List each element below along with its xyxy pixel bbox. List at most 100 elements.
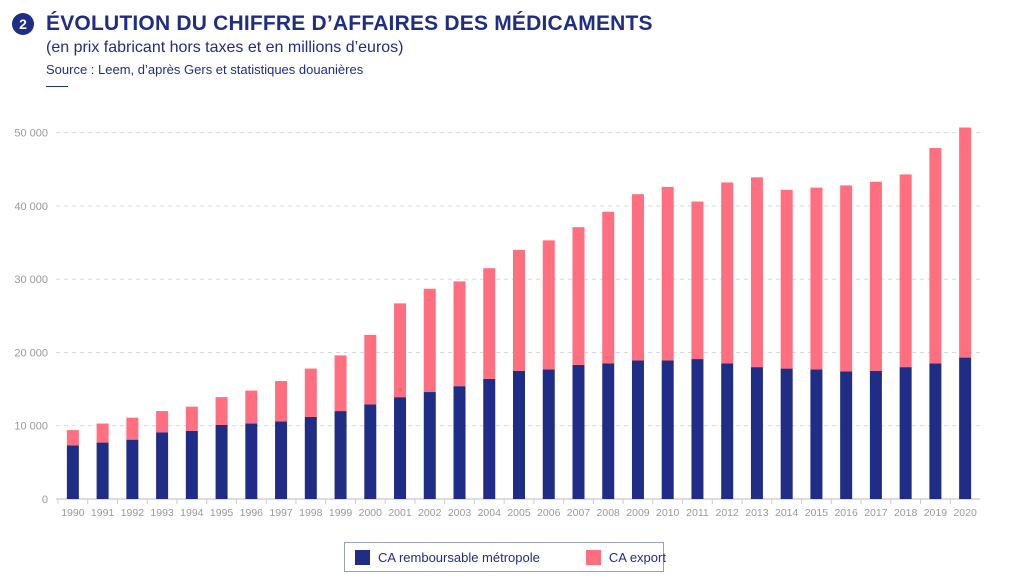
x-tick-label: 2000	[359, 507, 383, 519]
bar-domestic-2018	[899, 367, 912, 499]
x-tick-label: 2018	[894, 507, 918, 519]
bar-domestic-2015	[810, 369, 823, 499]
legend-swatch-domestic	[355, 549, 370, 565]
bar-export-1992	[126, 417, 139, 440]
x-tick-label: 1991	[91, 507, 115, 519]
header-divider	[46, 86, 68, 87]
bar-export-1995	[215, 397, 228, 425]
bar-export-2016	[840, 185, 853, 372]
x-tick-label: 2008	[597, 507, 621, 519]
bar-export-2006	[542, 240, 555, 370]
bar-export-2015	[810, 187, 823, 370]
x-tick-label: 1997	[269, 507, 293, 519]
figure-number-badge: 2	[12, 13, 34, 35]
legend-item-domestic: CA remboursable métropole	[345, 543, 540, 571]
bar-domestic-1992	[126, 439, 139, 499]
bar-export-1998	[304, 368, 317, 417]
bar-domestic-2006	[542, 369, 555, 499]
bar-domestic-1990	[66, 445, 79, 499]
x-tick-label: 2009	[626, 507, 650, 519]
bar-export-2002	[423, 288, 436, 393]
bar-domestic-1993	[156, 432, 169, 499]
bar-export-2010	[661, 186, 674, 361]
bar-export-2018	[899, 174, 912, 368]
bar-domestic-2004	[483, 378, 496, 499]
x-tick-label: 2004	[478, 507, 502, 519]
bar-export-2005	[513, 249, 525, 371]
bar-domestic-2010	[661, 360, 674, 499]
bar-export-1991	[96, 423, 109, 443]
bar-domestic-2019	[929, 363, 942, 499]
bar-domestic-2013	[750, 367, 763, 499]
bar-export-1993	[156, 411, 169, 433]
bar-export-2013	[750, 177, 763, 368]
x-tick-label: 2006	[537, 507, 561, 519]
y-tick-label: 50 000	[14, 128, 48, 140]
bar-domestic-1996	[245, 423, 258, 499]
x-tick-label: 2017	[864, 507, 888, 519]
bar-domestic-1995	[215, 424, 228, 499]
bar-domestic-2001	[394, 397, 407, 499]
chart-legend: CA remboursable métropole CA export	[344, 542, 666, 572]
legend-swatch-export	[585, 549, 601, 565]
y-tick-label: 30 000	[14, 274, 48, 286]
x-tick-label: 2003	[448, 507, 472, 519]
bar-export-1994	[185, 406, 198, 431]
x-tick-label: 1999	[329, 507, 353, 519]
bar-domestic-2011	[691, 359, 704, 499]
legend-item-export: CA export	[576, 543, 666, 571]
bar-domestic-2016	[840, 371, 853, 499]
x-tick-label: 1995	[210, 507, 234, 519]
x-tick-label: 2012	[716, 507, 740, 519]
bar-export-2003	[453, 281, 466, 387]
bar-export-2004	[483, 268, 496, 379]
bar-domestic-2020	[959, 357, 972, 499]
bar-export-2001	[394, 303, 407, 398]
x-tick-label: 2005	[507, 507, 531, 519]
bars	[66, 127, 972, 499]
chart-source: Source : Leem, d’après Gers et statistiq…	[46, 62, 364, 77]
bar-export-1996	[245, 390, 258, 424]
bar-domestic-1999	[334, 411, 347, 499]
legend-label-export: CA export	[608, 549, 666, 565]
y-tick-label: 20 000	[14, 347, 48, 359]
x-tick-label: 2010	[656, 507, 680, 519]
x-tick-label: 2002	[418, 507, 442, 519]
bar-export-2020	[959, 127, 972, 358]
y-tick-label: 0	[42, 494, 48, 506]
x-tick-label: 1998	[299, 507, 323, 519]
x-tick-label: 2019	[924, 507, 948, 519]
bar-export-2014	[780, 189, 793, 369]
y-tick-label: 10 000	[14, 421, 48, 433]
bar-domestic-2007	[572, 364, 585, 499]
bar-domestic-1991	[96, 442, 109, 499]
bar-export-2012	[721, 182, 734, 364]
bar-domestic-2009	[631, 360, 644, 499]
bar-export-1990	[66, 430, 79, 446]
x-tick-label: 2001	[388, 507, 412, 519]
bar-domestic-1994	[185, 430, 198, 499]
bar-export-2011	[691, 201, 704, 360]
bar-export-2019	[929, 148, 942, 364]
chart-subtitle: (en prix fabricant hors taxes et en mill…	[46, 39, 404, 56]
bar-domestic-2008	[602, 363, 615, 499]
bar-domestic-2002	[423, 392, 436, 499]
bar-domestic-2003	[453, 386, 466, 499]
bar-domestic-2000	[364, 404, 377, 499]
bar-export-1999	[334, 355, 347, 412]
x-tick-label: 1994	[180, 507, 204, 519]
x-tick-label: 1996	[240, 507, 264, 519]
bar-export-1997	[275, 381, 288, 422]
legend-label-domestic: CA remboursable métropole	[378, 549, 540, 565]
bar-domestic-2005	[513, 370, 525, 499]
x-tick-label: 1992	[121, 507, 145, 519]
x-tick-label: 2011	[686, 507, 709, 519]
bar-export-2017	[869, 181, 882, 371]
x-tick-label: 2013	[745, 507, 769, 519]
bar-domestic-2017	[869, 370, 882, 499]
x-tick-label: 1993	[150, 507, 174, 519]
bar-export-2009	[631, 194, 644, 361]
bar-export-2007	[572, 227, 585, 365]
x-tick-label: 2007	[567, 507, 591, 519]
x-tick-label: 2014	[775, 507, 799, 519]
